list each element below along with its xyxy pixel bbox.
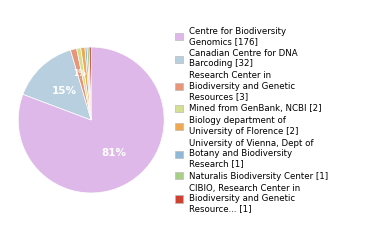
Wedge shape (87, 47, 91, 120)
Wedge shape (23, 50, 91, 120)
Wedge shape (85, 47, 91, 120)
Text: 15%: 15% (51, 86, 76, 96)
Text: 81%: 81% (101, 148, 127, 158)
Wedge shape (18, 47, 164, 193)
Wedge shape (89, 47, 91, 120)
Wedge shape (81, 47, 91, 120)
Wedge shape (70, 48, 91, 120)
Wedge shape (77, 48, 91, 120)
Text: 1%: 1% (73, 70, 86, 78)
Legend: Centre for Biodiversity
Genomics [176], Canadian Centre for DNA
Barcoding [32], : Centre for Biodiversity Genomics [176], … (175, 27, 329, 213)
